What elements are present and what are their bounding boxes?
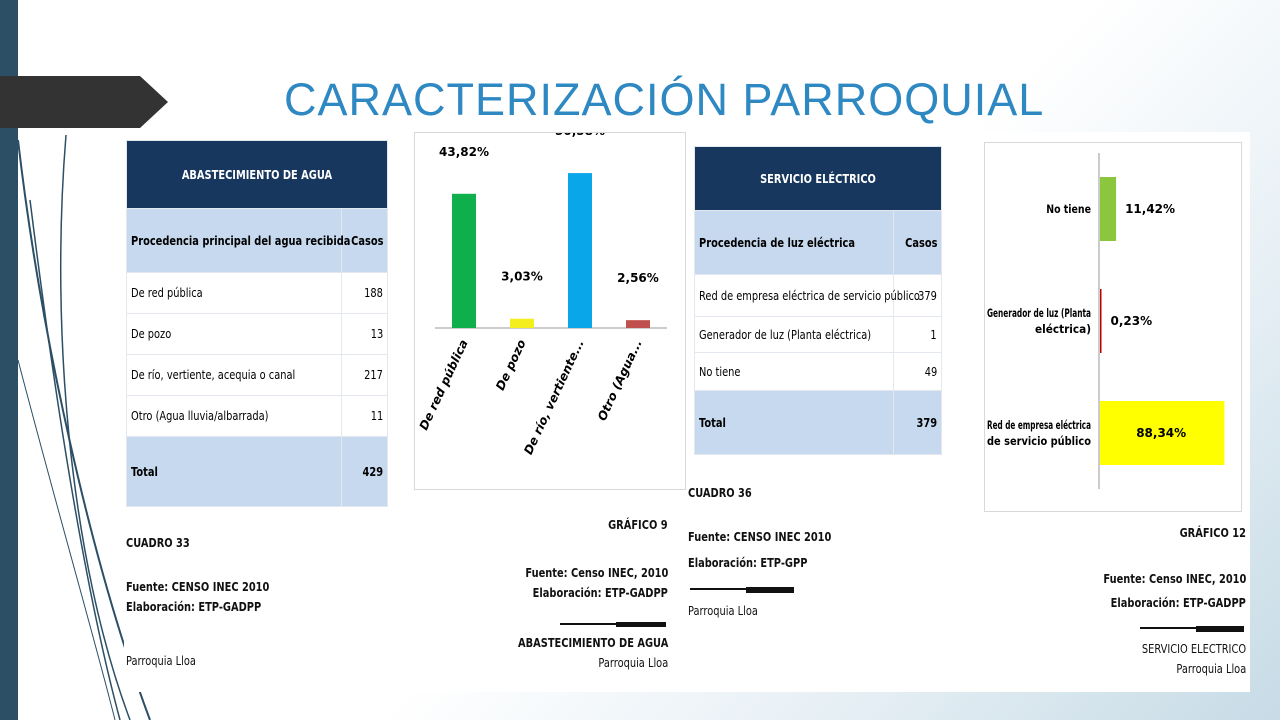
table-row: De río, vertiente, acequia o canal 217 <box>126 354 388 396</box>
chart12-rule <box>1140 626 1244 632</box>
electric-table-parish: Parroquia Lloa <box>688 604 758 618</box>
chart12-parish: Parroquia Lloa <box>1176 662 1246 676</box>
data-label: 88,34% <box>1136 426 1186 440</box>
water-bar-chart: 43,82% De red pública 3,03% De pozo 50,58% De… <box>414 124 686 490</box>
category-label: eléctrica) <box>1035 322 1091 336</box>
electric-bar-chart: 11,42% No tiene 0,23% Generador de luz (Pla… <box>984 142 1242 512</box>
chart12-subtitle: SERVICIO ELECTRICO <box>1141 642 1246 656</box>
data-label: 3,03% <box>501 270 543 284</box>
chart9-subtitle: ABASTECIMIENTO DE AGUA <box>517 636 668 650</box>
bar-mark <box>1100 177 1117 241</box>
data-label: 50,58% <box>555 133 605 138</box>
electric-table-elaboration: Elaboración: ETP-GPP <box>688 556 808 570</box>
bar-mark <box>626 320 650 328</box>
electric-table-col2: Casos <box>893 210 942 275</box>
electric-table-rule <box>690 587 794 593</box>
category-label: De pozo <box>493 337 529 392</box>
bar-mark <box>568 173 592 328</box>
category-label: de servicio público <box>987 434 1091 448</box>
electric-bar-chart-svg: 11,42% No tiene 0,23% Generador de luz (Pla… <box>987 153 1225 489</box>
electric-table-header: SERVICIO ELÉCTRICO <box>694 146 942 211</box>
water-table-header: ABASTECIMIENTO DE AGUA <box>126 140 388 209</box>
chart12-caption: GRÁFICO 12 <box>1179 526 1246 540</box>
bar-mark <box>452 193 476 328</box>
table-row: Otro (Agua lluvia/albarrada) 11 <box>126 395 388 437</box>
table-row: De pozo 13 <box>126 313 388 355</box>
data-label: 43,82% <box>439 145 489 159</box>
chart9-caption: GRÁFICO 9 <box>608 518 668 532</box>
table-row: Generador de luz (Planta eléctrica) 1 <box>694 316 942 353</box>
title-tab-arrow <box>0 76 168 128</box>
chart12-source: Fuente: Censo INEC, 2010 <box>1103 572 1246 586</box>
category-label: Otro (Agua... <box>595 337 645 423</box>
bar-mark <box>510 318 534 328</box>
water-table-source: Fuente: CENSO INEC 2010 <box>126 580 270 594</box>
electric-table-caption: CUADRO 36 <box>688 486 752 500</box>
chart9-elaboration: Elaboración: ETP-GADPP <box>532 586 668 600</box>
table-row: De red pública 188 <box>126 272 388 314</box>
data-label: 0,23% <box>1111 314 1153 328</box>
water-bar-chart-svg: 43,82% De red pública 3,03% De pozo 50,58% De… <box>417 124 667 457</box>
water-table-col2: Casos <box>341 208 388 273</box>
table-row: Red de empresa eléctrica de servicio púb… <box>694 274 942 317</box>
chart9-source: Fuente: Censo INEC, 2010 <box>525 566 668 580</box>
water-table-col1: Procedencia principal del agua recibida <box>126 208 350 273</box>
data-label: 11,42% <box>1125 202 1175 216</box>
water-table-total-row: Total 429 <box>126 436 388 507</box>
category-label: Generador de luz (Planta <box>987 306 1091 320</box>
water-table-elaboration: Elaboración: ETP-GADPP <box>126 600 262 614</box>
water-table-parish: Parroquia Lloa <box>126 654 196 668</box>
category-label: Red de empresa eléctrica <box>987 418 1091 432</box>
category-label: De río, vertiente... <box>521 337 587 456</box>
bar-mark <box>1100 401 1225 465</box>
electric-table-col1: Procedencia de luz eléctrica <box>694 210 894 275</box>
slide-title: CARACTERIZACIÓN PARROQUIAL <box>284 74 1045 125</box>
chart12-elaboration: Elaboración: ETP-GADPP <box>1110 596 1246 610</box>
category-label: No tiene <box>1046 202 1091 216</box>
chart9-rule <box>560 622 666 627</box>
electric-table-total-row: Total 379 <box>694 390 942 455</box>
water-supply-table: ABASTECIMIENTO DE AGUA Procedencia princ… <box>126 140 388 507</box>
chart9-parish: Parroquia Lloa <box>598 656 668 670</box>
bar-mark <box>1100 289 1102 353</box>
data-label: 2,56% <box>617 271 659 285</box>
slide-content: ABASTECIMIENTO DE AGUA Procedencia princ… <box>124 124 1250 692</box>
water-table-caption: CUADRO 33 <box>126 536 190 550</box>
electric-service-table: SERVICIO ELÉCTRICO Procedencia de luz el… <box>694 146 942 455</box>
table-row: No tiene 49 <box>694 352 942 391</box>
left-accent-bar <box>0 0 18 720</box>
category-label: De red pública <box>417 337 471 432</box>
electric-table-source: Fuente: CENSO INEC 2010 <box>688 530 832 544</box>
